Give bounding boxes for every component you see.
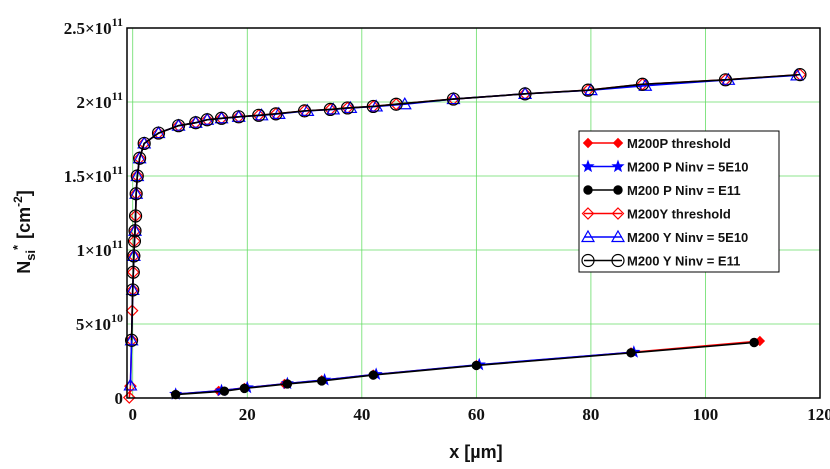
data-point-circle bbox=[127, 249, 141, 263]
legend-label: M200 P Ninv = 5E10 bbox=[627, 160, 749, 175]
data-point-diamond bbox=[581, 207, 595, 220]
series-line bbox=[130, 73, 801, 341]
data-point-circle bbox=[171, 119, 186, 133]
data-point-star bbox=[581, 159, 595, 173]
data-point-circle bbox=[170, 389, 181, 400]
data-point-circle bbox=[127, 234, 142, 248]
y-tick-labels: 0 5×1010 1×1011 1.5×1011 2×1011 2.5×1011 bbox=[64, 15, 123, 408]
data-point-diamond bbox=[582, 137, 594, 149]
data-point-circle bbox=[128, 224, 142, 238]
y-axis-title-sub: si bbox=[23, 250, 38, 261]
y-axis-title-unit: [cm bbox=[14, 207, 34, 239]
y-axis-title-sup: * bbox=[10, 244, 25, 250]
y-tick-label: 1.5×1011 bbox=[64, 163, 123, 186]
data-point-circle bbox=[446, 92, 461, 106]
legend-label: M200P threshold bbox=[627, 136, 731, 151]
data-point-circle bbox=[137, 136, 151, 151]
legend-item: M200 Y Ninv = 5E10 bbox=[580, 229, 748, 245]
data-point-diamond bbox=[612, 137, 624, 149]
x-tick-label: 120 bbox=[807, 405, 830, 424]
y-tick-label: 5×1010 bbox=[76, 311, 123, 334]
legend-item: M200 P Ninv = E11 bbox=[583, 183, 741, 198]
data-point-circle bbox=[626, 348, 636, 358]
data-point-circle bbox=[581, 253, 595, 268]
data-point-triangle bbox=[610, 229, 626, 243]
series-m200-p-ninv-e11 bbox=[170, 337, 759, 400]
series-layer bbox=[122, 68, 807, 404]
y-tick-label: 2×1011 bbox=[76, 89, 123, 112]
y-tick-label: 1×1011 bbox=[76, 237, 123, 260]
data-point-circle bbox=[252, 108, 266, 122]
data-point-circle bbox=[133, 151, 147, 165]
x-tick-label: 60 bbox=[468, 405, 485, 424]
legend-item: M200 Y Ninv = E11 bbox=[581, 253, 740, 269]
data-point-circle bbox=[323, 102, 337, 117]
legend-item: M200P threshold bbox=[582, 136, 731, 151]
x-tick-label: 20 bbox=[239, 405, 256, 424]
data-point-circle bbox=[368, 370, 378, 380]
data-point-circle bbox=[389, 97, 403, 111]
data-point-circle bbox=[282, 379, 293, 389]
y-axis-title-main: N bbox=[14, 261, 34, 274]
series-m200p-threshold bbox=[170, 335, 766, 400]
data-point-circle bbox=[239, 383, 250, 394]
x-tick-label: 40 bbox=[353, 405, 370, 424]
legend-label: M200 Y Ninv = E11 bbox=[627, 254, 740, 269]
y-tick-label: 0 bbox=[115, 389, 124, 408]
y-tick-label: 2.5×1011 bbox=[64, 15, 123, 38]
data-point-circle bbox=[793, 68, 807, 82]
data-point-circle bbox=[340, 101, 355, 115]
data-point-circle bbox=[471, 360, 482, 371]
data-point-circle bbox=[232, 110, 246, 124]
data-point-circle bbox=[613, 185, 623, 195]
data-point-circle bbox=[129, 187, 143, 201]
data-point-triangle bbox=[124, 333, 139, 346]
data-point-triangle bbox=[580, 229, 596, 243]
x-tick-label: 0 bbox=[128, 405, 137, 424]
data-point-diamond bbox=[611, 207, 625, 220]
data-point-circle bbox=[317, 376, 327, 386]
plot-frame bbox=[126, 27, 821, 399]
data-point-circle bbox=[151, 126, 166, 140]
data-point-circle bbox=[297, 104, 312, 118]
data-point-circle bbox=[128, 209, 143, 223]
data-point-circle bbox=[581, 83, 595, 97]
x-axis-title: x [µm] bbox=[449, 442, 502, 462]
data-point-triangle bbox=[137, 136, 152, 149]
data-point-diamond bbox=[122, 391, 136, 404]
data-point-circle bbox=[214, 111, 229, 125]
y-axis-title-close: ] bbox=[14, 190, 34, 196]
series-line bbox=[175, 341, 755, 396]
legend-label: M200 P Ninv = E11 bbox=[627, 183, 741, 198]
data-point-circle bbox=[718, 73, 733, 87]
legend-item: M200 P Ninv = 5E10 bbox=[581, 159, 749, 175]
x-tick-labels: 0 20 40 60 80 100 120 bbox=[128, 405, 830, 424]
data-point-circle bbox=[583, 185, 593, 195]
data-point-star bbox=[611, 159, 625, 173]
data-point-circle bbox=[611, 253, 625, 268]
data-point-circle bbox=[124, 333, 139, 347]
y-axis-title: Nsi* [cm-2] bbox=[10, 190, 38, 274]
data-point-circle bbox=[269, 107, 283, 121]
data-point-circle bbox=[635, 77, 650, 91]
x-tick-label: 100 bbox=[693, 405, 719, 424]
data-point-circle bbox=[200, 113, 214, 127]
legend-item: M200Y threshold bbox=[581, 207, 731, 222]
x-tick-label: 80 bbox=[582, 405, 599, 424]
y-axis-title-unit-sup: -2 bbox=[11, 196, 25, 207]
data-point-circle bbox=[219, 386, 230, 396]
legend: M200P threshold M200 P Ninv = 5E10 M200 P … bbox=[578, 130, 780, 273]
data-point-circle bbox=[518, 87, 532, 101]
legend-label: M200 Y Ninv = 5E10 bbox=[627, 230, 748, 245]
data-point-circle bbox=[749, 337, 759, 348]
legend-label: M200Y threshold bbox=[627, 207, 731, 222]
data-point-circle bbox=[366, 99, 380, 114]
legend-box bbox=[578, 130, 780, 273]
data-point-circle bbox=[130, 169, 144, 183]
series-m200-y-ninv-e11 bbox=[124, 68, 807, 347]
